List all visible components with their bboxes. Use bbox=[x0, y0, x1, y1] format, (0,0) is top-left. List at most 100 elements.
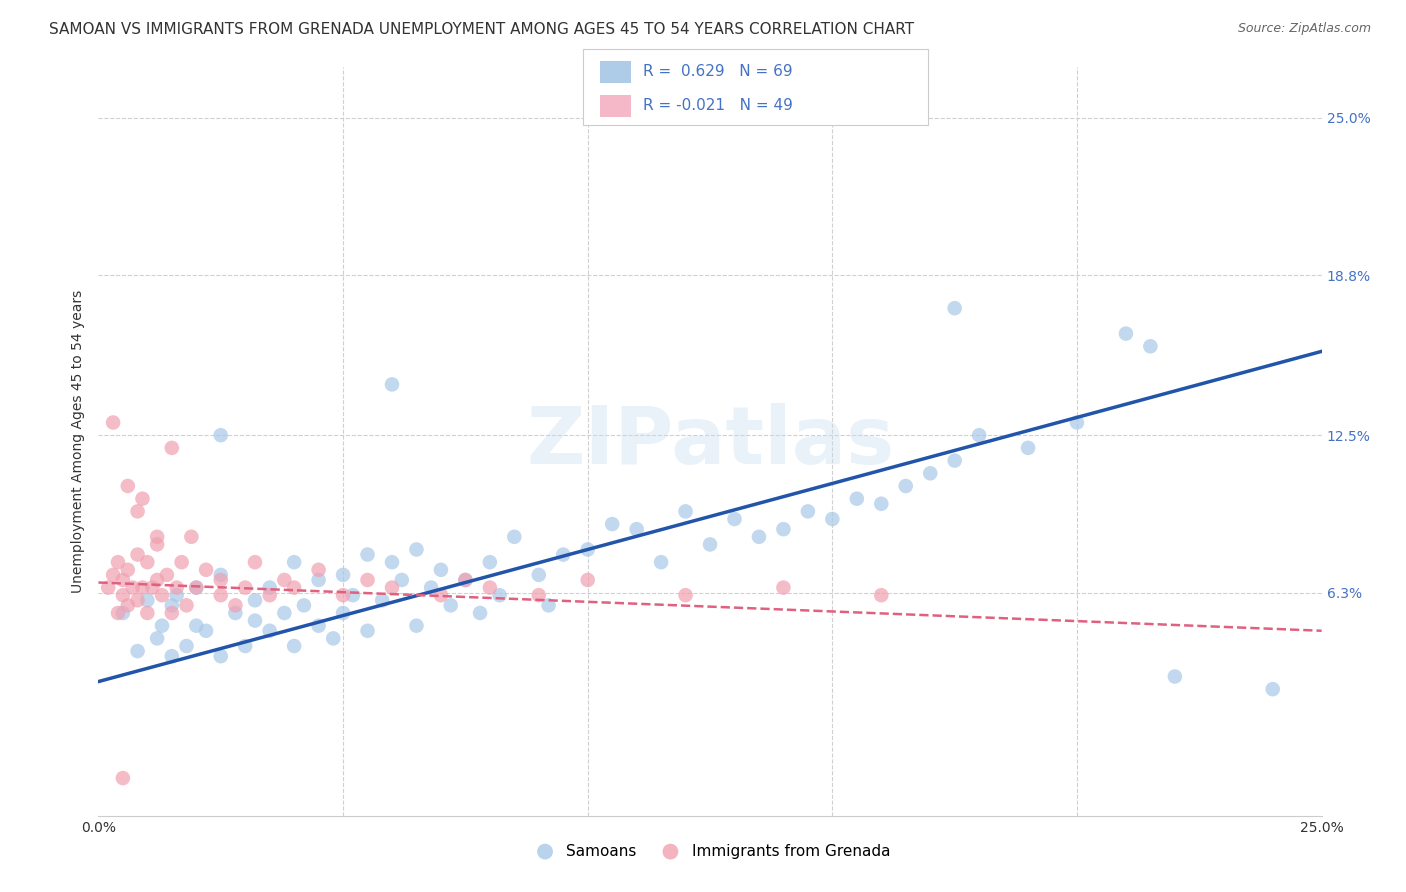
Point bbox=[243, 614, 266, 628]
Point bbox=[101, 567, 124, 582]
Legend: Samoans, Immigrants from Grenada: Samoans, Immigrants from Grenada bbox=[523, 838, 897, 864]
Point bbox=[845, 491, 868, 506]
Point bbox=[146, 573, 169, 587]
Point bbox=[150, 618, 173, 632]
Point bbox=[160, 649, 183, 664]
Point bbox=[772, 581, 794, 595]
Point bbox=[243, 555, 266, 569]
Point bbox=[920, 467, 942, 481]
Point bbox=[101, 416, 124, 430]
Point bbox=[195, 563, 218, 577]
Point bbox=[233, 581, 256, 595]
Text: R =  0.629   N = 69: R = 0.629 N = 69 bbox=[643, 64, 792, 79]
Point bbox=[322, 632, 344, 646]
Point bbox=[626, 522, 648, 536]
Point bbox=[259, 624, 281, 638]
Point bbox=[308, 573, 330, 587]
Point bbox=[870, 497, 893, 511]
Point bbox=[186, 581, 208, 595]
Point bbox=[576, 542, 599, 557]
Point bbox=[224, 606, 246, 620]
Point bbox=[478, 581, 501, 595]
Point bbox=[1139, 339, 1161, 353]
Point bbox=[553, 548, 575, 562]
Point bbox=[146, 632, 169, 646]
Point bbox=[166, 588, 188, 602]
Point bbox=[440, 599, 463, 613]
Point bbox=[209, 428, 232, 442]
Point bbox=[136, 606, 159, 620]
Point bbox=[170, 555, 193, 569]
Point bbox=[233, 639, 256, 653]
Point bbox=[748, 530, 770, 544]
Point bbox=[723, 512, 745, 526]
Point bbox=[136, 555, 159, 569]
Point bbox=[186, 581, 208, 595]
Point bbox=[308, 563, 330, 577]
Point bbox=[391, 573, 413, 587]
Point bbox=[381, 555, 404, 569]
Point bbox=[195, 624, 218, 638]
Point bbox=[273, 573, 295, 587]
Point bbox=[224, 599, 246, 613]
Point bbox=[420, 581, 443, 595]
Point bbox=[127, 593, 149, 607]
Point bbox=[117, 479, 139, 493]
Point bbox=[209, 588, 232, 602]
Point bbox=[405, 542, 427, 557]
Point bbox=[405, 618, 427, 632]
Point bbox=[111, 771, 134, 785]
Point bbox=[292, 599, 315, 613]
Point bbox=[131, 491, 153, 506]
Point bbox=[127, 644, 149, 658]
Point bbox=[273, 606, 295, 620]
Point bbox=[381, 581, 404, 595]
Point bbox=[650, 555, 672, 569]
Point bbox=[600, 517, 623, 532]
Point bbox=[870, 588, 893, 602]
Point bbox=[527, 588, 550, 602]
Point bbox=[131, 581, 153, 595]
Point bbox=[772, 522, 794, 536]
Point bbox=[111, 606, 134, 620]
Point bbox=[527, 567, 550, 582]
Point bbox=[243, 593, 266, 607]
Point bbox=[332, 567, 354, 582]
Point bbox=[209, 573, 232, 587]
Point bbox=[111, 573, 134, 587]
Point bbox=[967, 428, 990, 442]
Point bbox=[342, 588, 364, 602]
Point bbox=[121, 581, 143, 595]
Point bbox=[1261, 682, 1284, 697]
Point bbox=[468, 606, 491, 620]
Point bbox=[356, 624, 378, 638]
Point bbox=[332, 588, 354, 602]
Point bbox=[454, 573, 477, 587]
Point bbox=[576, 573, 599, 587]
Point bbox=[356, 548, 378, 562]
Point bbox=[117, 599, 139, 613]
Point bbox=[160, 441, 183, 455]
Point bbox=[381, 377, 404, 392]
Point bbox=[332, 606, 354, 620]
Point bbox=[675, 588, 697, 602]
Point bbox=[943, 453, 966, 467]
Point bbox=[430, 563, 453, 577]
Point bbox=[160, 606, 183, 620]
Point bbox=[283, 639, 305, 653]
Point bbox=[186, 618, 208, 632]
Point bbox=[160, 599, 183, 613]
Point bbox=[127, 504, 149, 518]
Point bbox=[117, 563, 139, 577]
Point bbox=[308, 618, 330, 632]
Point bbox=[1066, 416, 1088, 430]
Point bbox=[356, 573, 378, 587]
Point bbox=[127, 548, 149, 562]
Point bbox=[675, 504, 697, 518]
Point bbox=[176, 599, 198, 613]
Point bbox=[430, 588, 453, 602]
Point bbox=[141, 581, 163, 595]
Point bbox=[107, 555, 129, 569]
Y-axis label: Unemployment Among Ages 45 to 54 years: Unemployment Among Ages 45 to 54 years bbox=[70, 290, 84, 593]
Point bbox=[209, 567, 232, 582]
